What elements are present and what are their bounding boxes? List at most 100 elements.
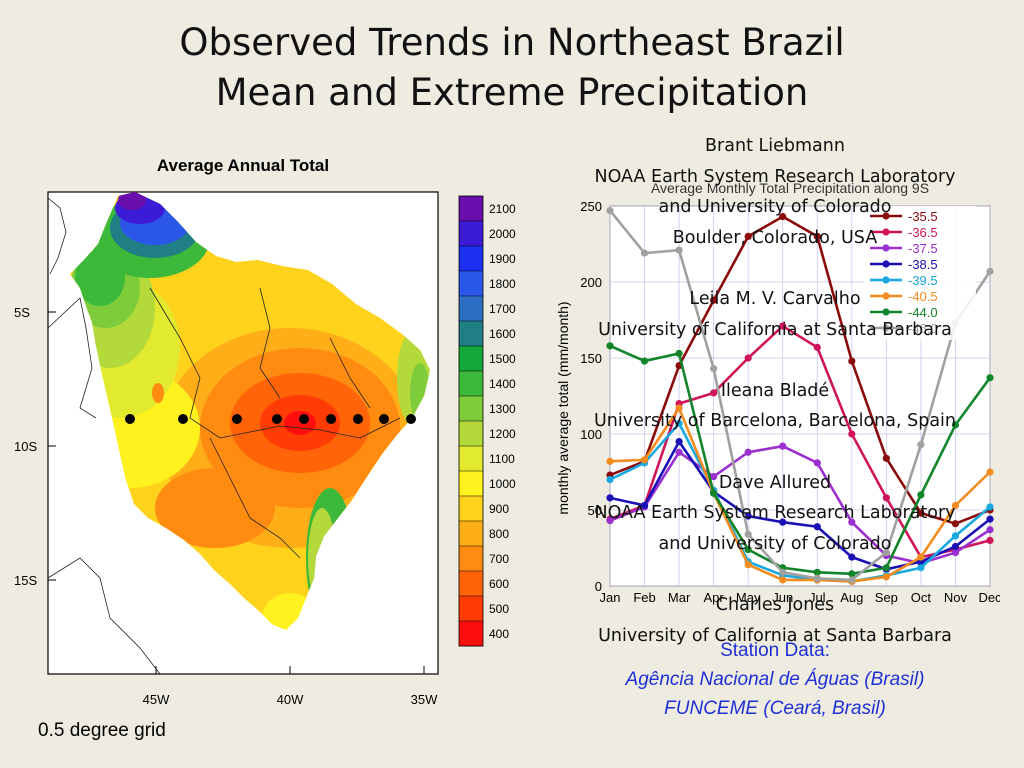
data-point (848, 570, 856, 578)
map-lat-tick-label: 15S (14, 573, 37, 588)
data-point (813, 574, 821, 582)
data-point (710, 472, 718, 481)
colorbar-swatch (459, 196, 483, 221)
data-point (779, 322, 787, 330)
map-station-dots (125, 414, 416, 424)
data-point (951, 532, 960, 540)
station-source-funceme: FUNCEME (Ceará, Brasil) (664, 698, 886, 719)
x-tick-label: Sep (875, 590, 898, 605)
x-tick-label: Dec (978, 590, 1000, 605)
data-point (986, 526, 994, 534)
station-dot (406, 414, 416, 424)
data-point (986, 503, 994, 511)
series-line (609, 215, 991, 526)
data-point (986, 536, 994, 544)
legend-label: -40.5 (908, 289, 938, 304)
author-spacer (560, 345, 990, 376)
colorbar-swatch (459, 346, 483, 371)
x-tick-label: May (736, 590, 761, 605)
line-chart-title: Average Monthly Total Precipitation alon… (651, 180, 929, 196)
data-point (675, 246, 683, 254)
data-point (882, 564, 890, 572)
author-spacer (560, 253, 990, 284)
map-lon-tick-label: 45W (143, 692, 170, 707)
data-point (606, 476, 614, 484)
station-dot (299, 414, 309, 424)
colorbar-swatch (459, 396, 483, 421)
colorbar-swatch (459, 221, 483, 246)
data-point (744, 561, 752, 569)
author-line: Dave Allured (718, 472, 832, 493)
station-dot (272, 414, 282, 424)
data-point (744, 354, 752, 362)
data-point (813, 523, 821, 531)
map-title: Average Annual Total (156, 156, 330, 175)
author-line: and University of Colorado (658, 533, 892, 554)
legend-marker (882, 212, 890, 220)
data-point (951, 520, 960, 528)
y-tick-label: 50 (588, 503, 602, 518)
line-chart-axes: 0 50 100 150 200 250 Jan Feb Mar Apr May Jun Jul Aug S… (580, 199, 1000, 605)
colorbar-label: 400 (489, 627, 509, 641)
slide-title-line2: Mean and Extreme Precipitation (215, 71, 809, 114)
legend-marker (882, 260, 890, 268)
legend-box (864, 206, 976, 340)
annual-total-map: 5S 10S 15S 45W 40W 35W 2100 2000 1900 1800 1700 16… (14, 191, 516, 707)
data-point (779, 518, 787, 526)
station-data: Station Data: Agência Nacional de Águas … (560, 636, 990, 723)
data-point (744, 232, 752, 240)
data-point (848, 357, 856, 365)
colorbar-swatch (459, 521, 483, 546)
data-point (710, 365, 718, 373)
colorbar-label: 1400 (489, 377, 516, 391)
colorbar-label: 1700 (489, 302, 516, 316)
data-point (882, 573, 890, 581)
data-point (744, 448, 752, 456)
line-chart-ylabel: monthly average total (mm/month) (555, 301, 571, 514)
data-point (744, 512, 752, 520)
series-line (609, 344, 992, 576)
grid-note: 0.5 degree grid (38, 720, 166, 741)
author-line: Charles Jones (715, 594, 835, 615)
data-point (675, 349, 683, 358)
data-point (675, 419, 683, 427)
colorbar-swatch (459, 571, 483, 596)
data-point (710, 389, 718, 397)
x-tick-label: Jul (809, 590, 826, 605)
colorbar-label: 1000 (489, 477, 516, 491)
data-point (917, 491, 925, 499)
author-line: Brant Liebmann (705, 136, 845, 156)
colorbar-label: 2100 (489, 202, 516, 216)
colorbar-swatch (459, 596, 483, 621)
series-line (609, 405, 991, 583)
colorbar-label: 2000 (489, 227, 516, 241)
colorbar-label: 1800 (489, 277, 516, 291)
legend-label: -38.5 (908, 257, 938, 272)
legend-marker (882, 308, 890, 316)
colorbar-label: 1200 (489, 427, 516, 441)
station-source-ana: Agência Nacional de Águas (Brasil) (625, 669, 925, 690)
station-dot (125, 414, 135, 424)
data-point (675, 438, 683, 446)
map-lat-tick-label: 5S (14, 305, 30, 320)
data-point (675, 448, 683, 456)
colorbar-swatch (459, 446, 483, 471)
map-lon-tick-label: 35W (411, 692, 438, 707)
map-borders (47, 197, 401, 675)
x-tick-label: Jun (772, 590, 793, 605)
slide-title-line1: Observed Trends in Northeast Brazil (179, 21, 845, 64)
y-tick-label: 100 (580, 427, 602, 442)
y-tick-label: 0 (595, 579, 602, 594)
station-data-label: Station Data: (720, 640, 830, 661)
colorbar-swatch (459, 546, 483, 571)
data-point (675, 404, 683, 412)
data-point (779, 442, 787, 450)
data-point (986, 515, 994, 523)
colorbar-label: 1500 (489, 352, 516, 366)
data-point (848, 553, 856, 561)
line-chart-series (606, 206, 994, 586)
data-point (744, 545, 752, 554)
colorbar-label: 1900 (489, 252, 516, 266)
colorbar-label: 700 (489, 552, 509, 566)
station-dot (326, 414, 336, 424)
